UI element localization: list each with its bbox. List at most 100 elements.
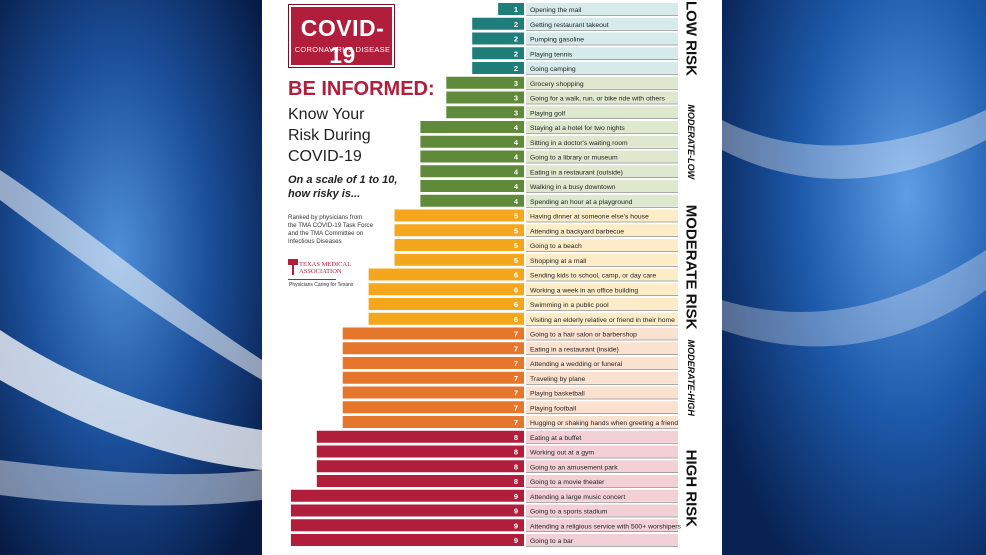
bar-value-10: 4 — [514, 138, 519, 147]
label-bg-13 — [526, 180, 678, 192]
covid-subtitle: CORONAVIRUS DISEASE — [294, 45, 391, 54]
risk-band-label-1: LOW RISK — [683, 1, 700, 76]
label-bg-33 — [526, 475, 678, 487]
bar-value-6: 3 — [514, 79, 518, 88]
label-bg-6 — [526, 76, 678, 89]
bar-value-31: 8 — [514, 448, 518, 457]
activity-label-12: Eating in a restaurant (outside) — [530, 169, 623, 176]
know-line-3: COVID-19 — [288, 148, 362, 165]
risk-band-label-4: MODERATE-HIGH — [686, 340, 696, 417]
activity-label-29: Hugging or shaking hands when greeting a… — [530, 420, 678, 427]
label-bg-4 — [526, 47, 678, 60]
risk-bar-chart: 1 Opening the mail 2 Getting restaurant tak… — [290, 1, 700, 547]
label-bg-34 — [526, 489, 678, 502]
bar-value-20: 6 — [514, 285, 518, 294]
label-bg-29 — [526, 416, 678, 428]
bar-value-28: 7 — [514, 403, 518, 412]
bar-18 — [394, 253, 524, 266]
label-bg-21 — [526, 298, 678, 310]
ranked-line-2: the TMA COVID-19 Task Force — [288, 222, 374, 229]
tma-name-line-2: ASSOCIATION — [299, 268, 342, 275]
activity-label-24: Eating in a restaurant (inside) — [530, 346, 619, 353]
bar-value-23: 7 — [514, 330, 518, 339]
risk-band-label-5: HIGH RISK — [683, 450, 700, 528]
bar-13 — [420, 180, 524, 192]
bar-34 — [290, 489, 524, 502]
bar-value-19: 6 — [514, 271, 518, 280]
covid-title: COVID-19 — [300, 15, 385, 68]
label-bg-15 — [526, 209, 678, 222]
bar-value-24: 7 — [514, 344, 518, 353]
activity-label-22: Visiting an elderly relative or friend i… — [530, 317, 675, 324]
bar-17 — [394, 239, 524, 251]
label-bg-31 — [526, 445, 678, 458]
bar-20 — [368, 283, 524, 296]
label-bg-28 — [526, 401, 678, 414]
bar-30 — [316, 430, 524, 443]
scale-line-1: On a scale of 1 to 10, — [288, 174, 398, 186]
activity-label-2: Getting restaurant takeout — [530, 22, 609, 29]
bar-3 — [472, 32, 524, 45]
bar-value-26: 7 — [514, 374, 518, 383]
label-bg-36 — [526, 519, 678, 532]
risk-band-label-2: MODERATE-LOW — [686, 104, 696, 180]
label-bg-16 — [526, 224, 678, 237]
label-bg-17 — [526, 239, 678, 251]
activity-label-17: Going to a beach — [530, 243, 582, 250]
bar-21 — [368, 298, 524, 310]
bar-23 — [342, 327, 524, 340]
activity-label-3: Pumping gasoline — [530, 37, 584, 44]
label-bg-37 — [526, 534, 678, 546]
label-bg-8 — [526, 106, 678, 119]
label-bg-1 — [526, 3, 678, 15]
bar-14 — [420, 194, 524, 207]
label-bg-11 — [526, 150, 678, 163]
activity-label-14: Spending an hour at a playground — [530, 199, 633, 206]
label-bg-23 — [526, 327, 678, 340]
bar-8 — [446, 106, 524, 119]
bar-22 — [368, 312, 524, 325]
bar-6 — [446, 76, 524, 89]
ranked-line-3: and the TMA Committee on — [288, 230, 364, 237]
bar-value-12: 4 — [514, 167, 519, 176]
bar-12 — [420, 165, 524, 178]
label-bg-22 — [526, 312, 678, 325]
activity-label-20: Working a week in an office building — [530, 287, 638, 294]
bar-value-34: 9 — [514, 492, 518, 501]
activity-label-37: Going to a bar — [530, 538, 574, 545]
bar-29 — [342, 416, 524, 428]
bar-value-33: 8 — [514, 477, 518, 486]
bar-26 — [342, 371, 524, 384]
bar-value-14: 4 — [514, 197, 519, 206]
activity-label-35: Going to a sports stadium — [530, 509, 608, 516]
bar-value-4: 2 — [514, 49, 518, 58]
label-bg-2 — [526, 17, 678, 30]
activity-label-10: Sitting in a doctor's waiting room — [530, 140, 628, 147]
activity-label-26: Traveling by plane — [530, 376, 586, 383]
label-bg-7 — [526, 91, 678, 104]
label-bg-32 — [526, 460, 678, 473]
bar-value-25: 7 — [514, 359, 518, 368]
bar-value-21: 6 — [514, 300, 518, 309]
bar-value-29: 7 — [514, 418, 518, 427]
label-bg-27 — [526, 386, 678, 399]
bar-value-11: 4 — [514, 153, 519, 162]
bar-2 — [472, 17, 524, 30]
risk-band-label-3: MODERATE RISK — [683, 205, 700, 330]
bar-33 — [316, 475, 524, 487]
label-bg-19 — [526, 268, 678, 281]
ranked-line-1: Ranked by physicians from — [288, 214, 363, 221]
bar-value-1: 1 — [514, 5, 518, 14]
activity-label-8: Playing golf — [530, 110, 565, 117]
bar-11 — [420, 150, 524, 163]
scale-line-2: how risky is... — [288, 188, 361, 200]
bar-5 — [472, 62, 524, 74]
label-bg-3 — [526, 32, 678, 45]
tma-rule — [288, 279, 336, 280]
label-bg-30 — [526, 430, 678, 443]
label-bg-10 — [526, 135, 678, 148]
activity-label-1: Opening the mail — [530, 7, 582, 14]
bar-value-13: 4 — [514, 182, 519, 191]
bar-16 — [394, 224, 524, 237]
